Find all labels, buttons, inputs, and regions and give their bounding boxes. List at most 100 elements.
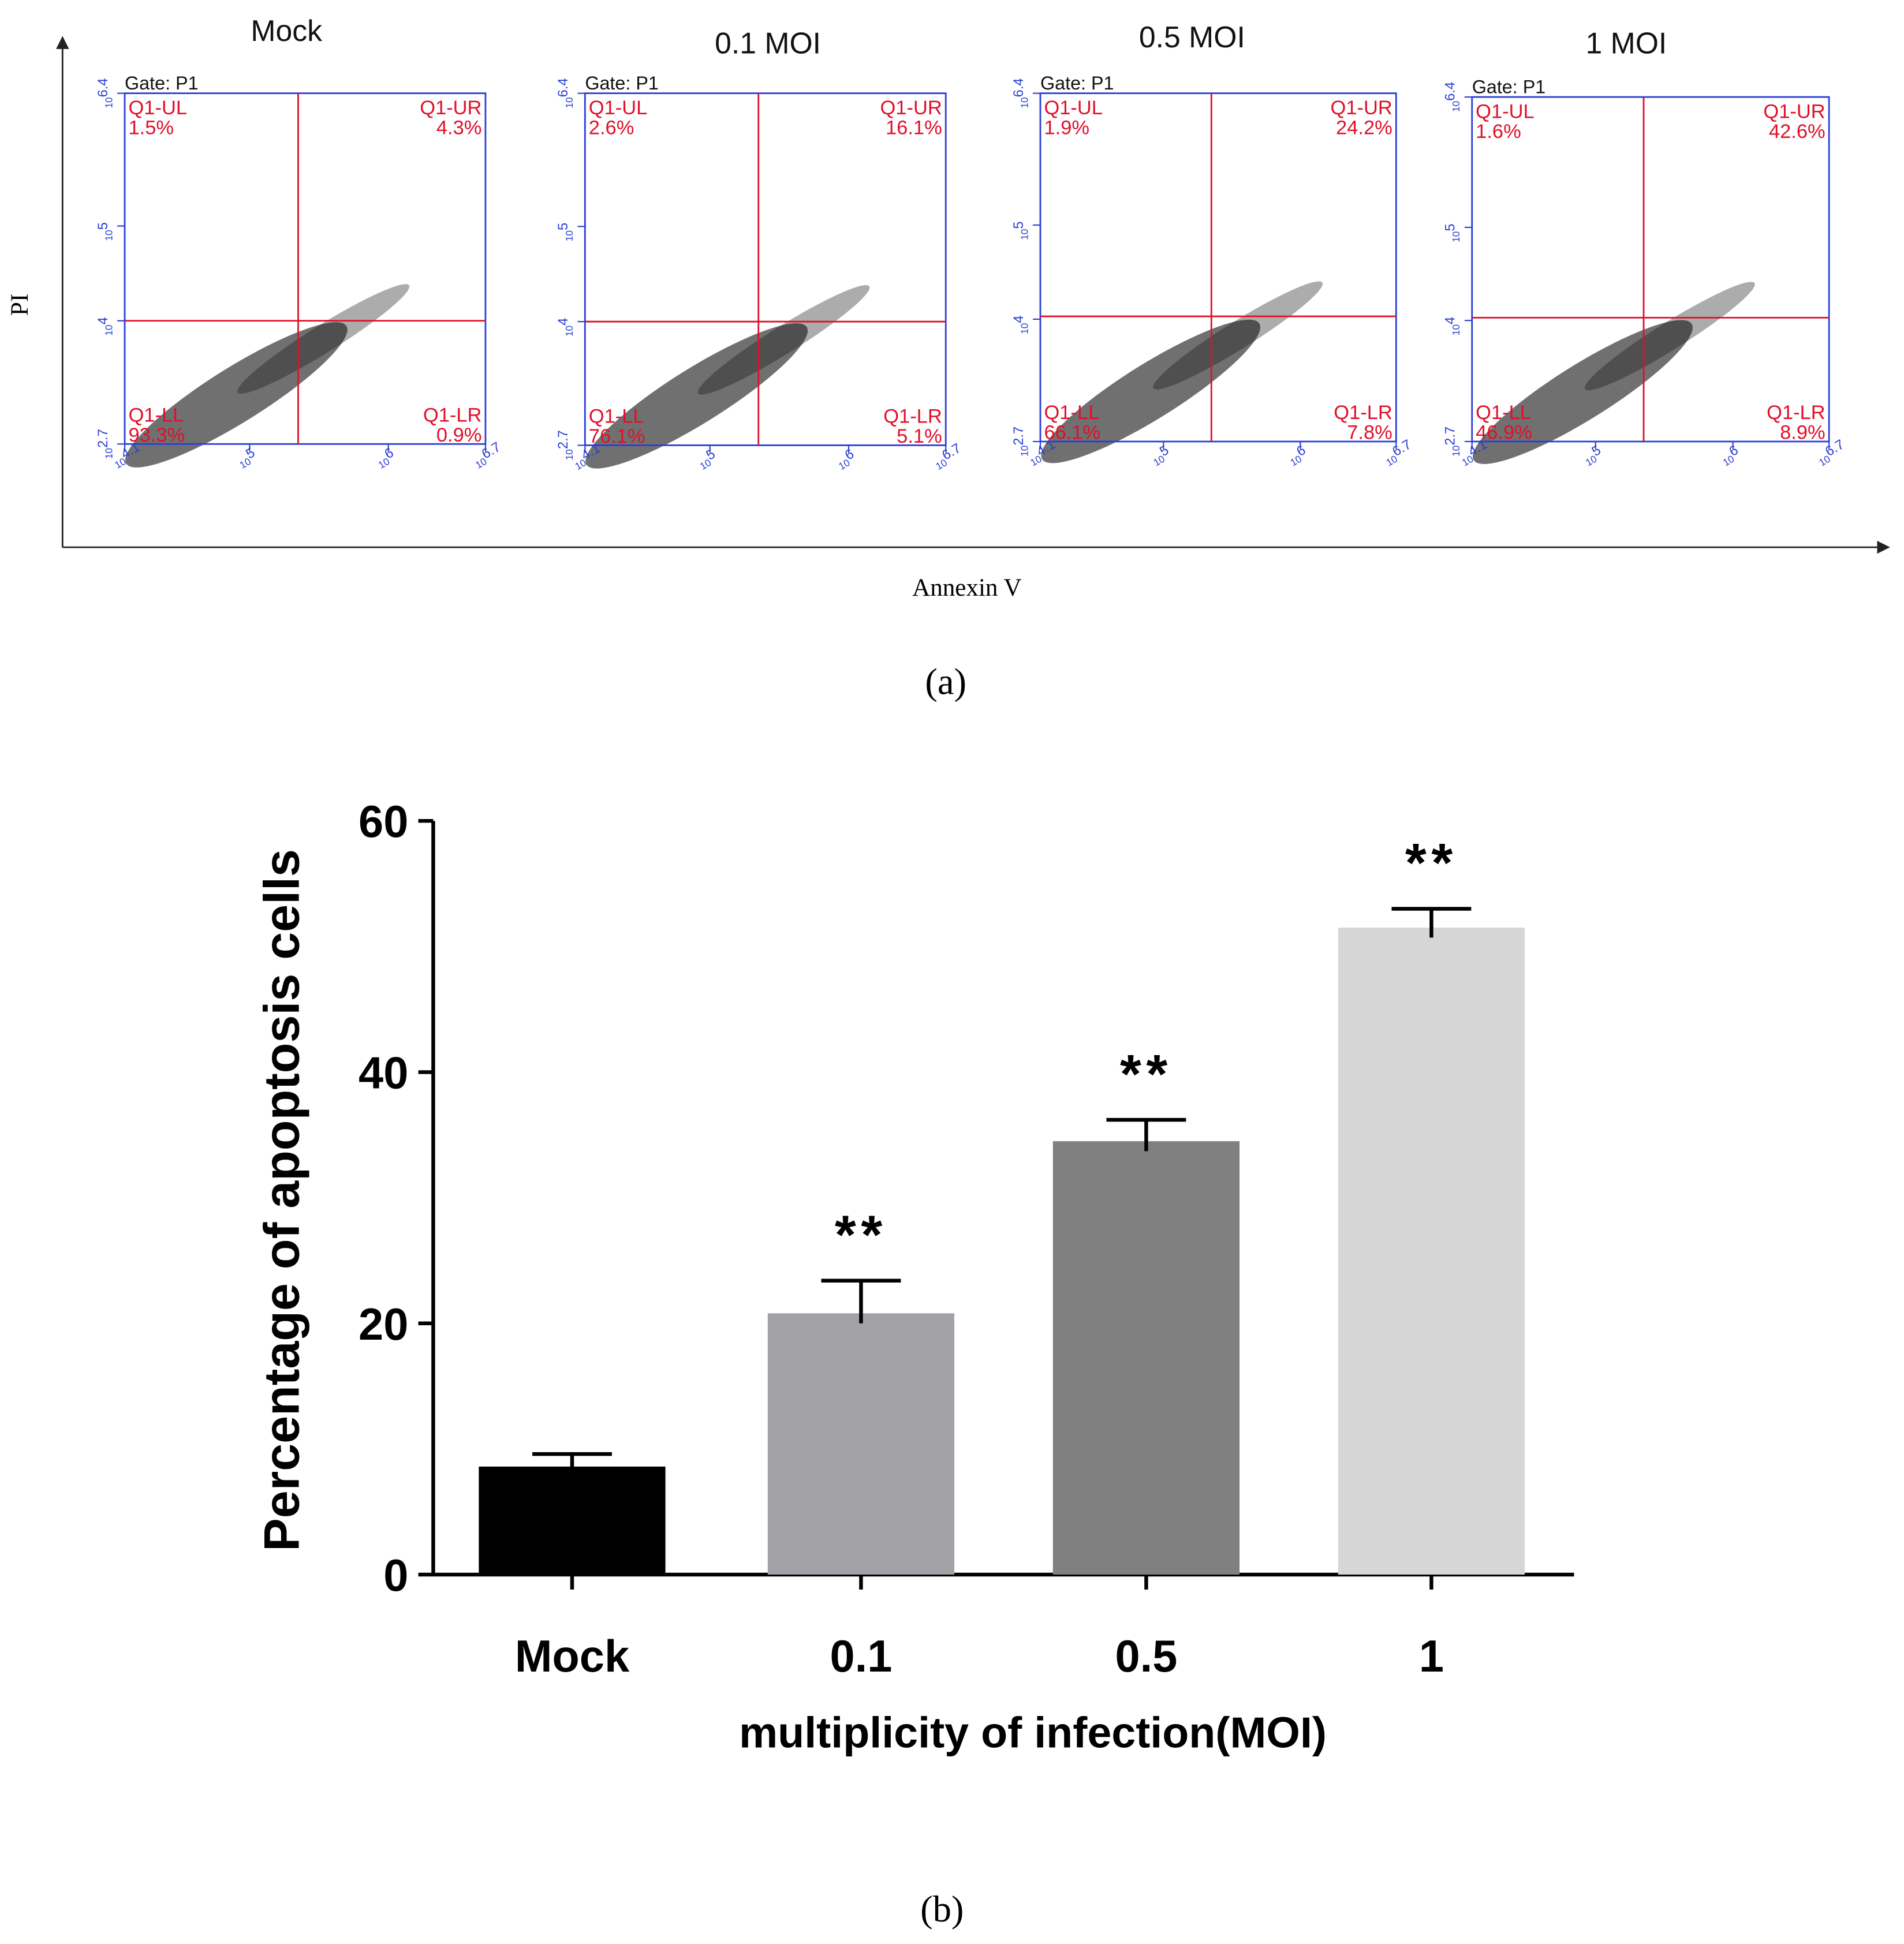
quadrant-name: Q1-UR bbox=[1331, 97, 1392, 119]
y-tick-label: 106.4 bbox=[1443, 82, 1462, 112]
cell-cloud bbox=[1584, 282, 1755, 391]
quadrant-percent: 1.5% bbox=[129, 117, 174, 139]
quadrant-name: Q1-UR bbox=[1763, 101, 1825, 123]
x-tick-label: 105 bbox=[1580, 443, 1606, 468]
y-tick-label: 105 bbox=[1011, 221, 1031, 240]
tick-base: 10 bbox=[1450, 231, 1462, 242]
quadrant-percent: 2.6% bbox=[589, 117, 634, 139]
y-tick-label: 102.7 bbox=[96, 429, 115, 459]
tick-exponent: 4 bbox=[1011, 315, 1026, 323]
gate-label: Gate: P1 bbox=[1040, 73, 1114, 94]
tick-base: 10 bbox=[1450, 101, 1462, 112]
cell-cloud bbox=[697, 285, 870, 395]
tick-base: 10 bbox=[1018, 446, 1030, 457]
quadrant-name: Q1-UR bbox=[420, 97, 481, 119]
x-tick-label: 105 bbox=[1148, 443, 1173, 468]
y-tick-label: 104 bbox=[1443, 317, 1462, 335]
cell-cloud bbox=[1473, 320, 1693, 464]
y-tick-label: 105 bbox=[1443, 223, 1462, 242]
y-tick-label: 40 bbox=[359, 1048, 408, 1098]
quadrant-percent: 5.1% bbox=[897, 425, 942, 447]
bar bbox=[1052, 1141, 1240, 1575]
cell-cloud bbox=[585, 323, 808, 469]
quadrant-percent: 8.9% bbox=[1780, 422, 1825, 444]
y-tick-label: 106.4 bbox=[96, 78, 115, 108]
x-axis-label: multiplicity of infection(MOI) bbox=[739, 1709, 1327, 1757]
significance: ** bbox=[835, 1204, 887, 1265]
gate-label: Gate: P1 bbox=[585, 73, 659, 94]
y-tick-label: 106.4 bbox=[1011, 78, 1031, 108]
y-tick-label: 0 bbox=[383, 1551, 408, 1601]
x-tick-label: 1 bbox=[1419, 1632, 1444, 1681]
tick-exponent: 2.7 bbox=[1443, 427, 1458, 446]
plot-frame bbox=[584, 92, 947, 446]
tick-exponent: 5 bbox=[1443, 223, 1458, 231]
tick-exponent: 6.4 bbox=[96, 78, 111, 97]
gate-label: Gate: P1 bbox=[1472, 77, 1546, 98]
quadrant-percent: 76.1% bbox=[589, 425, 645, 447]
quadrant-name: Q1-UL bbox=[589, 97, 648, 119]
quadrant-name: Q1-LL bbox=[1044, 402, 1099, 424]
panel-label: (a) bbox=[925, 660, 966, 702]
quadrant-name: Q1-LL bbox=[589, 406, 644, 428]
tick-base: 10 bbox=[1450, 446, 1462, 457]
x-tick-label: 106 bbox=[1717, 443, 1742, 468]
tick-base: 10 bbox=[1018, 229, 1030, 240]
cell-cloud bbox=[125, 322, 348, 468]
quadrant-percent: 1.6% bbox=[1476, 121, 1521, 143]
tick-exponent: 4 bbox=[556, 318, 571, 326]
quadrant-name: Q1-LR bbox=[423, 404, 482, 426]
cell-cloud bbox=[1153, 281, 1323, 390]
quadrant-name: Q1-LR bbox=[1767, 402, 1825, 424]
quadrant-percent: 66.1% bbox=[1044, 422, 1100, 444]
significance: ** bbox=[1405, 832, 1458, 894]
quadrant-percent: 0.9% bbox=[436, 424, 482, 446]
tick-exponent: 6.4 bbox=[556, 78, 571, 97]
quadrant-percent: 1.9% bbox=[1044, 117, 1089, 139]
tick-base: 10 bbox=[103, 97, 114, 108]
x-tick-label: 106 bbox=[1285, 443, 1310, 468]
quadrant-percent: 16.1% bbox=[886, 117, 942, 139]
tick-exponent: 5 bbox=[96, 222, 111, 230]
tick-exponent: 4 bbox=[1443, 317, 1458, 324]
tick-exponent: 2.7 bbox=[1011, 427, 1026, 446]
y-tick-label: 102.7 bbox=[1443, 427, 1462, 457]
tick-exponent: 2.7 bbox=[96, 429, 111, 448]
quadrant-percent: 4.3% bbox=[436, 117, 482, 139]
x-tick-label: 105 bbox=[694, 447, 719, 472]
tick-exponent: 2.7 bbox=[556, 430, 571, 449]
tick-exponent: 6.4 bbox=[1443, 82, 1458, 101]
tick-exponent: 5 bbox=[1011, 221, 1026, 229]
tick-exponent: 5 bbox=[556, 223, 571, 230]
x-tick-label: 106 bbox=[833, 447, 858, 472]
plot-frame bbox=[124, 92, 487, 445]
quadrant-percent: 42.6% bbox=[1769, 121, 1825, 143]
tick-base: 10 bbox=[103, 324, 114, 335]
y-tick-label: 60 bbox=[359, 797, 408, 847]
tick-base: 10 bbox=[1018, 97, 1030, 108]
quadrant-name: Q1-LL bbox=[1476, 402, 1531, 424]
quadrant-name: Q1-LR bbox=[1334, 402, 1392, 424]
x-axis-label: Annexin V bbox=[912, 574, 1021, 601]
quadrant-percent: 46.9% bbox=[1476, 422, 1532, 444]
tick-base: 10 bbox=[563, 326, 575, 337]
plot-title: 1 MOI bbox=[1586, 27, 1667, 60]
y-tick-label: 106.4 bbox=[556, 78, 575, 108]
plot-title: Mock bbox=[251, 14, 322, 47]
x-tick-label: 105 bbox=[234, 445, 259, 470]
quadrant-name: Q1-UL bbox=[1044, 97, 1103, 119]
x-tick-label: 0.1 bbox=[830, 1632, 893, 1681]
quadrant-percent: 24.2% bbox=[1336, 117, 1392, 139]
plot-frame bbox=[1471, 96, 1830, 443]
bar bbox=[1338, 928, 1525, 1575]
tick-base: 10 bbox=[103, 448, 114, 459]
tick-base: 10 bbox=[103, 230, 114, 241]
panel-label: (b) bbox=[920, 1888, 964, 1930]
y-tick-label: 104 bbox=[96, 317, 115, 335]
plot-title: 0.5 MOI bbox=[1139, 20, 1245, 54]
y-tick-label: 102.7 bbox=[556, 430, 575, 460]
tick-exponent: 4 bbox=[96, 317, 111, 324]
y-tick-label: 104 bbox=[1011, 315, 1031, 334]
